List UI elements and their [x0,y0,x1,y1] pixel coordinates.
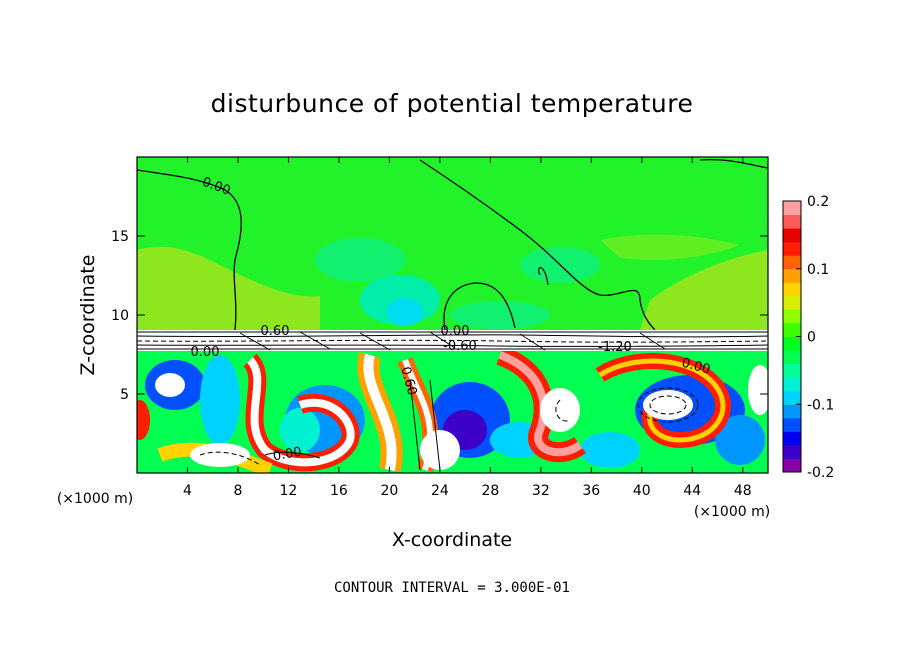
contour-label: -1.20 [598,340,632,355]
turbulent-layer [137,351,768,473]
contour-line [699,158,768,169]
x-tick-label: 16 [330,483,348,499]
chart-title: disturbunce of potential temperature [211,89,694,118]
colorbar-swatch [783,295,801,310]
colorbar-swatch [783,417,801,432]
colorbar-tick-label: -0.1 [807,397,834,413]
x-tick-label: 40 [633,483,651,499]
contour-interval-note: CONTOUR INTERVAL = 3.000E-01 [334,580,570,596]
x-tick-label: 20 [380,483,398,499]
field-patch [640,250,768,330]
contour-label: 0.00 [272,445,303,465]
colorbar-swatch [783,336,801,351]
x-unit-left: (×1000 m) [57,491,133,507]
colorbar-swatch [783,350,801,365]
colorbar-swatch [783,268,801,283]
colorbar-swatch [783,363,801,378]
colorbar-swatch [783,255,801,270]
y-axis-label: Z-coordinate [77,255,99,376]
heatmap-field [137,157,768,473]
x-tick-label: 12 [280,483,298,499]
y-tick-label: 5 [120,387,129,403]
colorbar-swatch [783,431,801,446]
colorbar-swatch [783,390,801,405]
y-tick-label: 15 [111,229,129,245]
field-patch [315,238,405,282]
x-tick-label: 32 [532,483,550,499]
field-patch [450,301,550,329]
field-patch [600,234,740,260]
colorbar-tick-label: -0.2 [807,465,834,481]
x-tick-label: 44 [683,483,701,499]
y-axis: 5 10 15 [111,229,768,403]
x-unit-right: (×1000 m) [694,504,770,520]
colorbar-swatch [783,228,801,243]
x-tick-label: 36 [582,483,600,499]
contour-label: 0.60 [397,365,419,397]
contour-line [538,267,549,286]
colorbar-tick-label: 0.2 [807,194,829,210]
contour-label: 0.60 [261,324,290,339]
contour-line [443,282,516,331]
field-patch [137,246,320,330]
colorbar-swatch [783,282,801,297]
colorbar: 0.2 0.1 0 -0.1 -0.2 [782,194,834,481]
colorbar-tick-label: 0.1 [807,262,829,278]
colorbar-tick-label: 0 [807,330,816,346]
field-patch [387,298,423,326]
y-tick-label: 10 [111,308,129,324]
colorbar-swatch [783,241,801,256]
colorbar-swatch [783,377,801,392]
x-tick-label: 28 [481,483,499,499]
colorbar-swatch [783,458,801,473]
contour-line [137,169,242,331]
colorbar-swatch [783,444,801,459]
band-contours [137,331,768,351]
contour-label: -0.60 [443,339,477,354]
colorbar-swatch [783,322,801,337]
x-axis-label: X-coordinate [392,529,512,551]
colorbar-swatch [783,214,801,229]
contour-label: 0.00 [441,324,470,339]
contour-labels: 0.000.600.00 -0.60 -1.200.60 0.000.000.00 [191,175,712,465]
colorbar-swatch [783,404,801,419]
x-tick-label: 8 [233,483,242,499]
colorbar-swatch [783,309,801,324]
x-tick-label: 48 [734,483,752,499]
x-tick-label: 24 [431,483,449,499]
x-tick-label: 4 [183,483,192,499]
x-axis: 4 8 12 16 20 24 28 32 36 40 44 48 [183,157,752,499]
contour-label: 0.00 [680,356,712,378]
colorbar-swatch [783,201,801,216]
contour-label: 0.00 [191,345,220,360]
contour-line [419,159,656,331]
